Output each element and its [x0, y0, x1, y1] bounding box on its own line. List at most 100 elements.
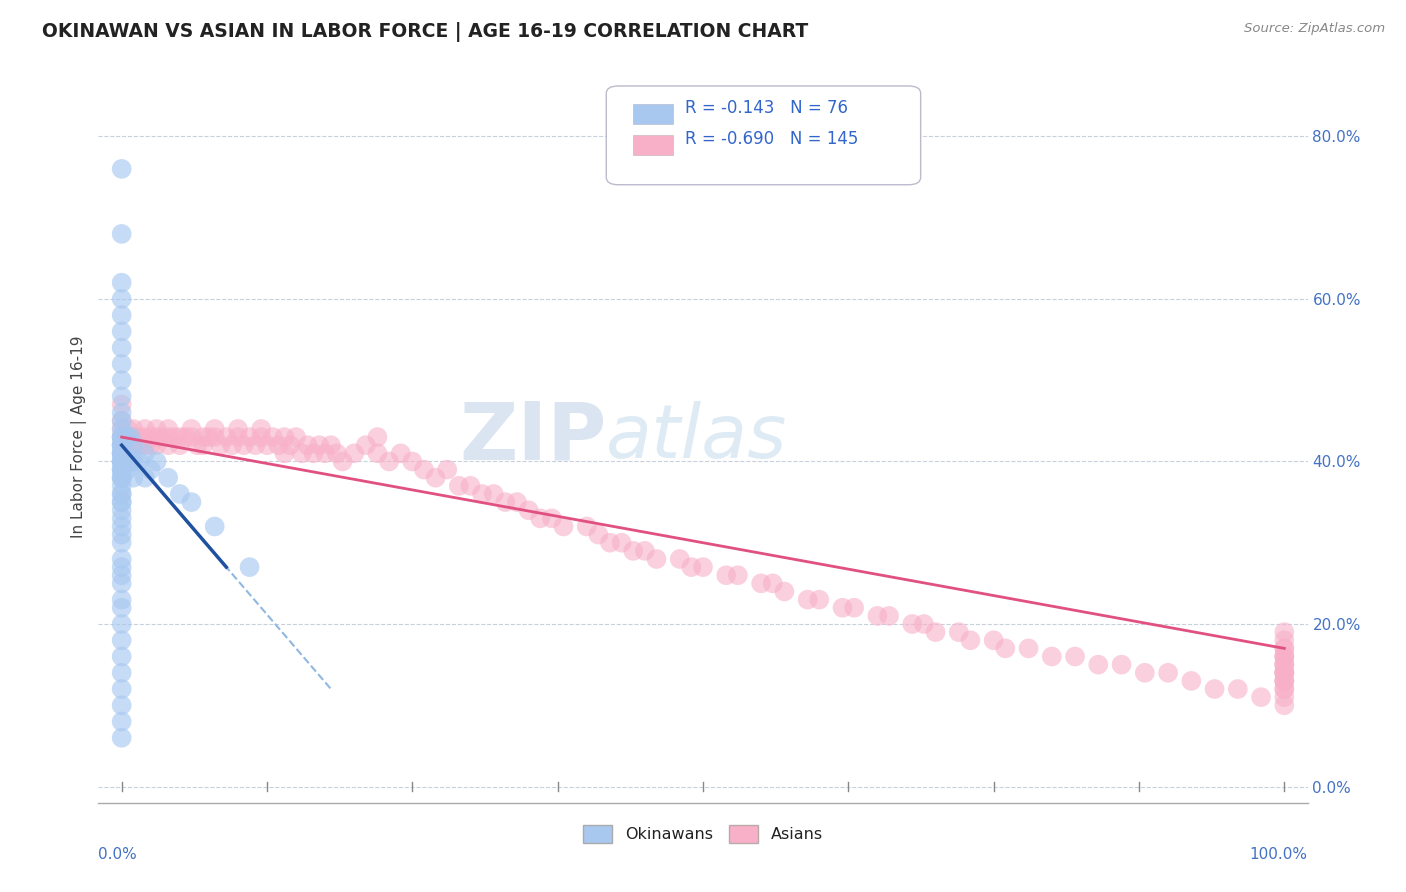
Point: [157, 471, 180, 485]
Point: [1272, 690, 1295, 705]
Point: [436, 462, 458, 476]
Point: [239, 560, 262, 574]
Point: [145, 422, 167, 436]
Point: [494, 495, 516, 509]
Point: [150, 430, 173, 444]
Point: [157, 438, 180, 452]
Point: [111, 422, 134, 436]
Point: [117, 430, 139, 444]
Point: [111, 552, 134, 566]
Point: [111, 568, 134, 582]
Point: [122, 454, 145, 468]
Point: [180, 430, 202, 444]
Point: [111, 430, 134, 444]
Point: [209, 438, 232, 452]
Point: [1272, 665, 1295, 680]
Point: [1272, 673, 1295, 688]
Point: [111, 292, 134, 306]
Point: [111, 422, 134, 436]
Point: [447, 479, 470, 493]
Point: [319, 438, 342, 452]
Point: [204, 519, 226, 533]
Point: [221, 438, 243, 452]
Point: [553, 519, 575, 533]
Point: [924, 625, 946, 640]
Point: [111, 462, 134, 476]
Point: [111, 276, 134, 290]
Point: [198, 430, 221, 444]
Point: [145, 454, 167, 468]
Point: [157, 430, 180, 444]
Point: [540, 511, 562, 525]
Point: [122, 430, 145, 444]
Point: [599, 535, 621, 549]
Point: [111, 438, 134, 452]
Text: ZIP: ZIP: [458, 398, 606, 476]
Point: [111, 161, 134, 176]
Point: [122, 422, 145, 436]
Point: [111, 325, 134, 339]
Point: [111, 430, 134, 444]
Point: [111, 714, 134, 729]
Point: [174, 430, 197, 444]
Point: [727, 568, 749, 582]
Point: [1111, 657, 1133, 672]
Point: [117, 462, 139, 476]
Point: [588, 527, 610, 541]
Point: [716, 568, 738, 582]
Point: [1272, 657, 1295, 672]
Point: [186, 438, 208, 452]
Text: 0.0%: 0.0%: [98, 847, 138, 862]
Point: [111, 454, 134, 468]
Point: [111, 373, 134, 387]
Point: [111, 414, 134, 428]
Point: [1272, 633, 1295, 648]
Point: [122, 438, 145, 452]
Point: [111, 414, 134, 428]
Point: [278, 438, 301, 452]
Point: [111, 576, 134, 591]
Point: [111, 471, 134, 485]
Point: [111, 471, 134, 485]
Point: [273, 446, 295, 460]
Point: [139, 430, 162, 444]
Point: [245, 438, 267, 452]
Point: [291, 446, 314, 460]
Point: [1133, 665, 1156, 680]
Point: [120, 430, 142, 444]
Point: [180, 495, 202, 509]
Point: [157, 422, 180, 436]
Point: [232, 438, 254, 452]
Point: [111, 511, 134, 525]
Point: [120, 454, 142, 468]
Point: [111, 560, 134, 574]
FancyBboxPatch shape: [633, 103, 672, 124]
FancyBboxPatch shape: [606, 86, 921, 185]
Point: [1018, 641, 1040, 656]
Text: atlas: atlas: [606, 401, 787, 473]
Point: [994, 641, 1017, 656]
Point: [111, 731, 134, 745]
Point: [117, 430, 139, 444]
Point: [191, 430, 214, 444]
Point: [1087, 657, 1109, 672]
Point: [204, 422, 226, 436]
Point: [366, 430, 388, 444]
Point: [111, 649, 134, 664]
Point: [111, 462, 134, 476]
Point: [111, 535, 134, 549]
Point: [1180, 673, 1202, 688]
Point: [297, 438, 319, 452]
Point: [169, 438, 191, 452]
Point: [226, 430, 249, 444]
Point: [122, 471, 145, 485]
Point: [1272, 665, 1295, 680]
Text: Source: ZipAtlas.com: Source: ZipAtlas.com: [1244, 22, 1385, 36]
Point: [378, 454, 401, 468]
Point: [128, 454, 150, 468]
Point: [226, 422, 249, 436]
Point: [111, 357, 134, 371]
Point: [111, 446, 134, 460]
Point: [366, 446, 388, 460]
Point: [1272, 657, 1295, 672]
